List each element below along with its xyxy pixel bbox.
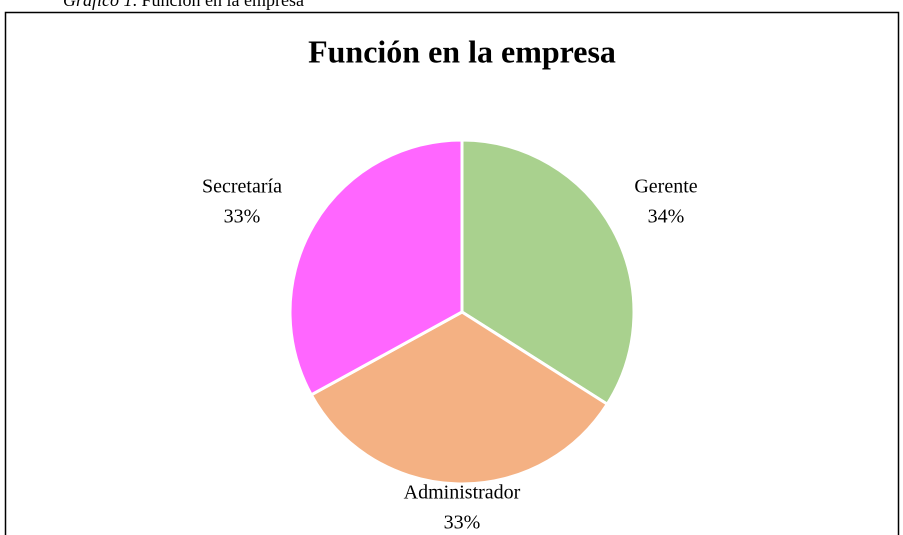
- slice-category-label: Administrador: [404, 482, 521, 504]
- slice-category-label: Gerente: [634, 176, 697, 198]
- slice-category-label: Secretaría: [202, 176, 282, 198]
- caption: Gráfico 1. Función en la empresa: [63, 0, 304, 10]
- slice-value-label: 34%: [648, 206, 685, 228]
- slice-value-label: 33%: [224, 206, 261, 228]
- caption-text: . Función en la empresa: [133, 0, 304, 10]
- slice-value-label: 33%: [444, 512, 481, 534]
- chart-border: [4, 11, 900, 535]
- pie-slice: [288, 138, 464, 397]
- chart-title: Función en la empresa: [308, 33, 616, 69]
- caption-label: Gráfico 1: [63, 0, 133, 10]
